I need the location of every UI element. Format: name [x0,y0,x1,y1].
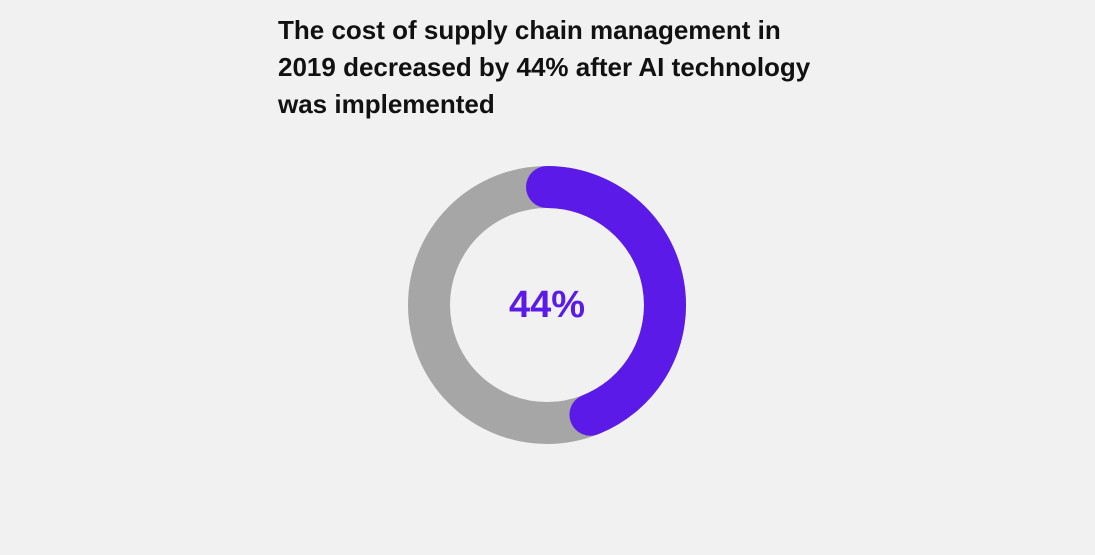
chart-title: The cost of supply chain management in 2… [278,15,811,119]
center-label: 44% [509,284,585,326]
donut-arc [526,166,686,436]
